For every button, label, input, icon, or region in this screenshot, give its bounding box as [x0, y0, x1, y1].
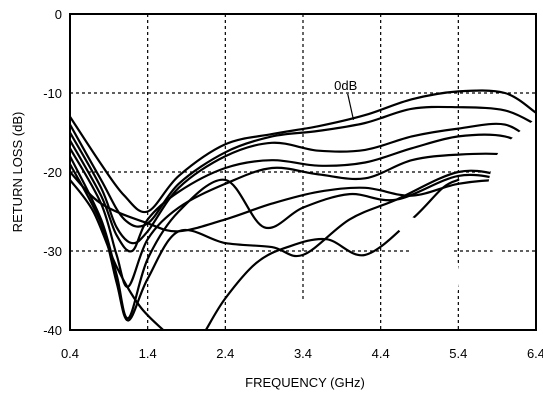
x-tick-label: 3.4	[294, 346, 312, 361]
x-tick-label: 2.4	[216, 346, 234, 361]
x-tick-label: 5.4	[449, 346, 467, 361]
y-tick-label: 0	[55, 7, 62, 22]
series-line-2	[70, 105, 536, 228]
series-line-4	[70, 133, 536, 253]
y-tick-label: -20	[43, 165, 62, 180]
x-tick-label: 1.4	[139, 346, 157, 361]
series-line-8	[70, 170, 536, 233]
series-line-10	[204, 178, 460, 330]
y-tick-label: -30	[43, 244, 62, 259]
series-line-1	[70, 89, 536, 214]
x-tick-label: 4.4	[372, 346, 390, 361]
series-line-6	[70, 155, 536, 320]
series-curves	[70, 89, 536, 330]
x-tick-label: 0.4	[61, 346, 79, 361]
plot-frame	[69, 13, 537, 331]
x-axis-label: FREQUENCY (GHz)	[245, 375, 365, 390]
x-tick-label: 6.4	[527, 346, 543, 361]
y-tick-label: -10	[43, 86, 62, 101]
plot-border	[69, 13, 537, 331]
series-line-9	[70, 178, 165, 330]
annotation-label: 0dB	[334, 78, 357, 93]
series-line-5	[70, 147, 536, 288]
series-line-7	[70, 163, 536, 322]
y-tick-label: -40	[43, 323, 62, 338]
watermark	[262, 115, 543, 393]
annotation-pointer	[347, 93, 355, 120]
annotations: 0dB	[334, 78, 357, 120]
series-line-3	[70, 122, 536, 245]
y-axis-label: RETURN LOSS (dB)	[10, 112, 25, 233]
tick-labels: 0.4 1.4 2.4 3.4 4.4 5.4 6.4 0 -10 -20 -30 -40	[43, 7, 543, 361]
